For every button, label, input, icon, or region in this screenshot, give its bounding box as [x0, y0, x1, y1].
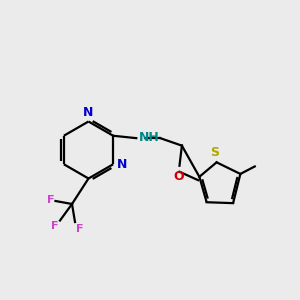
Text: F: F: [76, 224, 83, 233]
Text: F: F: [51, 221, 59, 231]
Text: S: S: [211, 146, 220, 159]
Text: N: N: [117, 158, 128, 171]
Text: O: O: [174, 170, 184, 183]
Text: NH: NH: [139, 131, 160, 144]
Text: N: N: [83, 106, 94, 119]
Text: F: F: [46, 195, 54, 206]
